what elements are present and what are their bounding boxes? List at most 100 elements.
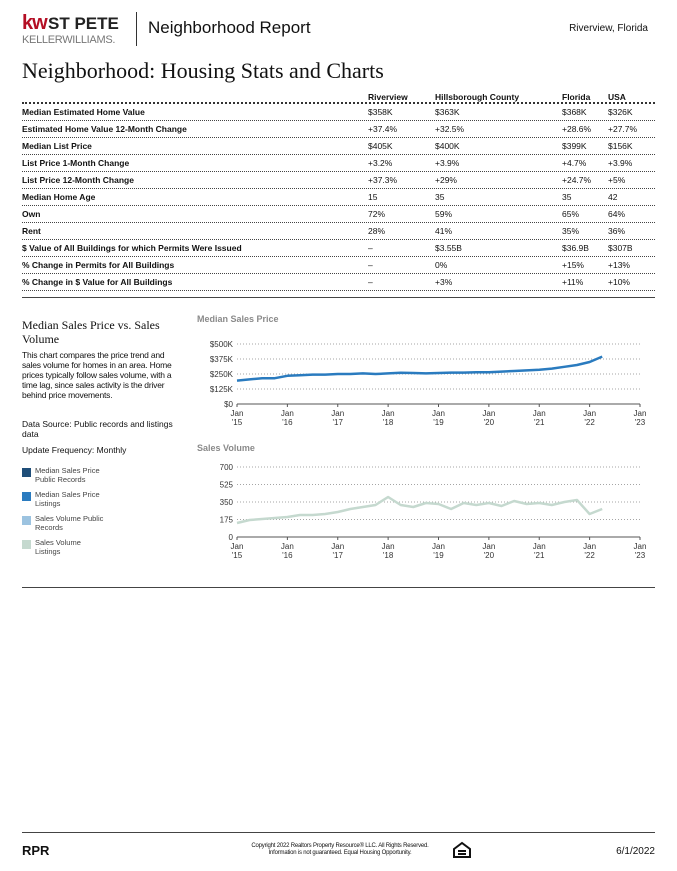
y-tick-label: 175: [220, 516, 234, 525]
legend-swatch: [22, 540, 31, 549]
cell: $3.55B: [435, 243, 462, 253]
y-tick-label: 0: [229, 533, 234, 542]
cell: –: [368, 260, 373, 270]
x-tick-label: Jan '18: [382, 409, 395, 427]
table-row: Rent 28% 41% 35% 36%: [22, 223, 655, 240]
legend-swatch: [22, 492, 31, 501]
cell: $400K: [435, 141, 460, 151]
column-header: Hillsborough County: [435, 92, 520, 102]
row-label: Median Home Age: [22, 192, 96, 202]
cell: 42: [608, 192, 618, 202]
table-row: List Price 1-Month Change +3.2% +3.9% +4.7%…: [22, 155, 655, 172]
x-tick-label: Jan '23: [634, 409, 647, 427]
column-header: USA: [608, 92, 626, 102]
cell: +10%: [608, 277, 630, 287]
cell: 35: [435, 192, 445, 202]
legend-label: Sales Volume Listings: [35, 538, 81, 556]
table-row: Median Estimated Home Value $358K $363K $36…: [22, 104, 655, 121]
cell: –: [368, 277, 373, 287]
cell: $307B: [608, 243, 633, 253]
disclaimer: Information is not guaranteed. Equal Hou…: [268, 850, 412, 856]
date: 6/1/2022: [616, 846, 655, 857]
x-tick-label: Jan '17: [331, 542, 344, 560]
divider: [22, 587, 655, 588]
cell: +28.6%: [562, 124, 592, 134]
cell: +37.3%: [368, 175, 398, 185]
x-tick-label: Jan '23: [634, 542, 647, 560]
cell: +3.9%: [435, 158, 460, 168]
company: KELLERWILLIAMS.: [22, 34, 116, 46]
cell: +37.4%: [368, 124, 398, 134]
divider: [22, 297, 655, 298]
cell: +24.7%: [562, 175, 592, 185]
y-tick-label: $0: [224, 400, 233, 409]
brand: kw: [22, 12, 48, 34]
row-label: % Change in Permits for All Buildings: [22, 260, 175, 270]
legend-item: Sales Volume Listings: [22, 538, 182, 562]
y-tick-label: 350: [220, 498, 234, 507]
cell: 41%: [435, 226, 453, 236]
row-label: List Price 12-Month Change: [22, 175, 134, 185]
y-tick-label: 525: [220, 481, 234, 490]
legend-item: Median Sales Price Public Records: [22, 466, 182, 490]
legend-swatch: [22, 516, 31, 525]
x-tick-label: Jan '22: [583, 542, 596, 560]
series-line: [236, 495, 603, 525]
cell: 0%: [435, 260, 448, 270]
column-header: Florida: [562, 92, 591, 102]
separator: [136, 12, 137, 46]
cell: 35%: [562, 226, 580, 236]
x-tick-label: Jan '21: [533, 409, 546, 427]
section-title: Median Sales Price vs. Sales Volume: [22, 318, 160, 346]
x-tick-label: Jan '15: [231, 409, 244, 427]
cell: +13%: [608, 260, 630, 270]
divider: [22, 832, 655, 833]
cell: $156K: [608, 141, 633, 151]
table-row: % Change in $ Value for All Buildings – +3…: [22, 274, 655, 291]
cell: $405K: [368, 141, 393, 151]
x-tick-label: Jan '20: [482, 542, 495, 560]
cell: +3.2%: [368, 158, 393, 168]
equal-housing-icon: [453, 841, 471, 858]
rpr-logo: RPR: [22, 843, 50, 858]
table-row: $ Value of All Buildings for which Permi…: [22, 240, 655, 257]
x-tick-label: Jan '19: [432, 542, 445, 560]
y-tick-label: 700: [220, 463, 234, 472]
column-header: Riverview: [368, 92, 408, 102]
row-label: Estimated Home Value 12-Month Change: [22, 124, 187, 134]
table-row: List Price 12-Month Change +37.3% +29% +24.…: [22, 172, 655, 189]
cell: $368K: [562, 107, 587, 117]
cell: 72%: [368, 209, 386, 219]
cell: +4.7%: [562, 158, 587, 168]
frequency: Update Frequency: Monthly: [22, 445, 127, 455]
cell: 28%: [368, 226, 386, 236]
stats-table: Riverview Hillsborough County Florida USA Me…: [22, 89, 655, 291]
cell: +5%: [608, 175, 626, 185]
cell: 15: [368, 192, 378, 202]
legend-label: Median Sales Price Public Records: [35, 466, 100, 484]
chart-title: Median Sales Price: [197, 314, 279, 324]
row-label: Rent: [22, 226, 41, 236]
x-tick-label: Jan '18: [382, 542, 395, 560]
cell: +29%: [435, 175, 457, 185]
cell: $326K: [608, 107, 633, 117]
cell: 59%: [435, 209, 453, 219]
row-label: % Change in $ Value for All Buildings: [22, 277, 173, 287]
cell: $36.9B: [562, 243, 589, 253]
cell: +3.9%: [608, 158, 633, 168]
copyright-line: Copyright 2022 Realtors Property Resourc…: [251, 843, 429, 849]
table-row: Own 72% 59% 65% 64%: [22, 206, 655, 223]
x-tick-label: Jan '21: [533, 542, 546, 560]
y-tick-label: $250K: [210, 370, 234, 379]
cell: $399K: [562, 141, 587, 151]
report-title: Neighborhood Report: [148, 18, 311, 37]
cell: $363K: [435, 107, 460, 117]
x-tick-label: Jan '20: [482, 409, 495, 427]
charts: Median Sales Price $0 $125K $250K $375K $500K…: [197, 314, 647, 560]
legend-item: Median Sales Price Listings: [22, 490, 182, 514]
cell: +3%: [435, 277, 453, 287]
legend-label: Median Sales Price Listings: [35, 490, 100, 508]
cell: 65%: [562, 209, 580, 219]
location: Riverview, Florida: [569, 23, 648, 34]
